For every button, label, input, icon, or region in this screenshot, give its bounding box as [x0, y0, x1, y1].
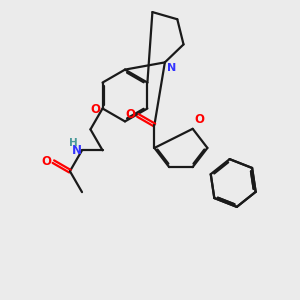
- Text: O: O: [195, 113, 205, 126]
- Text: N: N: [167, 63, 176, 73]
- Text: N: N: [71, 143, 81, 157]
- Text: H: H: [69, 138, 78, 148]
- Text: O: O: [125, 108, 135, 121]
- Text: O: O: [91, 103, 101, 116]
- Text: O: O: [42, 154, 52, 168]
